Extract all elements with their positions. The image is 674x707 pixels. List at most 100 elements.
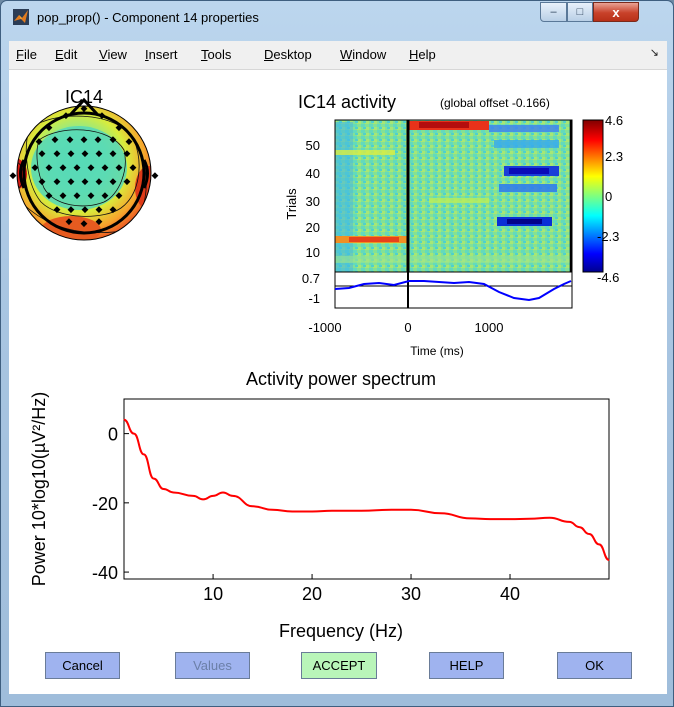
trial-tick-50: 50 [306,138,320,153]
spectrum-point [252,505,254,507]
svg-text:◆: ◆ [95,134,102,144]
spectrum-point [410,509,412,511]
svg-text:◆: ◆ [46,162,53,172]
spectrum-point [133,433,135,435]
colorbar-tick-minus-2-3: -2.3 [597,229,619,244]
time-tick-1000: 1000 [475,320,504,335]
figure-canvas: IC14 [9,70,667,694]
svg-text:◆: ◆ [81,218,88,228]
trial-tick-20: 20 [306,220,320,235]
svg-text:◆: ◆ [116,190,123,200]
svg-text:◆: ◆ [102,190,109,200]
help-button[interactable]: HELP [429,652,504,679]
scalp-topomap: ◆◆ ◆ ◆ ◆ ◆ ◆ ◆ ◆ ◆ ◆ ◆ ◆ ◆ ◆ ◆ ◆ ◆ ◆ ◆ ◆ ◆ ◆ ◆ ◆ ◆ ◆ ◆ ◆ ◆ ◆ ◆ ◆ ◆… [10,97,159,241]
svg-text:◆: ◆ [96,204,103,214]
spectrum-point [271,509,273,511]
topomap-title: IC14 [65,87,103,107]
erp-tick-bottom: -1 [308,291,320,306]
svg-text:◆: ◆ [68,176,75,186]
svg-text:◆: ◆ [39,176,46,186]
svg-text:◆: ◆ [99,110,106,120]
svg-text:◆: ◆ [68,148,75,158]
time-tick-0: 0 [404,320,411,335]
close-button[interactable]: x [593,2,639,22]
svg-text:◆: ◆ [68,204,75,214]
spectrum-point [232,495,234,497]
svg-text:◆: ◆ [46,122,53,132]
menu-window[interactable]: Window [340,47,387,62]
menu-help[interactable]: Help [409,47,436,62]
spectrum-xtick-label: 40 [500,584,520,604]
svg-text:◆: ◆ [74,190,81,200]
trial-tick-10: 10 [306,245,320,260]
svg-text:◆: ◆ [67,134,74,144]
erpimage-xlabel: Time (ms) [410,344,464,358]
menu-tools[interactable]: Tools [201,47,232,62]
erp-image-plot [334,119,573,273]
svg-text:◆: ◆ [96,176,103,186]
spectrum-point [212,495,214,497]
svg-text:◆: ◆ [88,162,95,172]
spectrum-point [192,495,194,497]
svg-text:◆: ◆ [60,190,67,200]
svg-text:◆: ◆ [52,134,59,144]
spectrum-point [143,453,145,455]
svg-text:◆: ◆ [110,148,117,158]
trial-tick-30: 30 [306,194,320,209]
spectrum-point [598,543,600,545]
svg-text:◆: ◆ [124,176,131,186]
maximize-button[interactable]: □ [567,2,593,22]
accept-button[interactable]: ACCEPT [301,652,377,679]
spectrum-ytick-label: -40 [92,563,118,583]
menu-insert[interactable]: Insert [145,47,178,62]
spectrum-point [529,518,531,520]
menu-view[interactable]: View [99,47,127,62]
svg-text:◆: ◆ [116,162,123,172]
dock-icon[interactable]: ↘ [649,47,659,59]
title-bar[interactable]: pop_prop() - Component 14 properties – □… [1,1,673,37]
values-button[interactable]: Values [175,652,250,679]
spectrum-title: Activity power spectrum [246,369,436,389]
svg-text:◆: ◆ [124,148,131,158]
spectrum-point [291,511,293,512]
svg-text:◆: ◆ [54,176,61,186]
spectrum-point [578,526,580,528]
erpimage-ylabel: Trials [284,188,299,220]
svg-text:◆: ◆ [152,170,159,180]
spectrum-point [549,517,551,519]
spectrum-line [123,418,610,561]
ok-button[interactable]: OK [557,652,632,679]
menu-file[interactable]: File [16,47,37,62]
spectrum-point [172,491,174,493]
spectrum-xtick-label: 30 [401,584,421,604]
erpimage-subtitle: (global offset -0.166) [440,96,550,110]
cancel-button[interactable]: Cancel [45,652,120,679]
minimize-button[interactable]: – [540,2,567,22]
spectrum-point [153,478,155,480]
spectrum-ylabel: Power 10*log10(µV²/Hz) [29,392,49,586]
svg-text:◆: ◆ [46,190,53,200]
matlab-icon [13,9,29,25]
svg-text:◆: ◆ [96,148,103,158]
colorbar-tick-0: 0 [605,189,612,204]
menu-desktop[interactable]: Desktop [264,47,312,62]
trial-tick-40: 40 [306,166,320,181]
svg-text:◆: ◆ [74,162,81,172]
colorbar [582,119,604,273]
spectrum-point [440,512,442,514]
spectrum-point [608,559,610,561]
svg-text:◆: ◆ [81,134,88,144]
svg-text:◆: ◆ [66,216,73,226]
colorbar-tick-max: 4.6 [605,113,623,128]
spectrum-point [489,518,491,520]
menu-edit[interactable]: Edit [55,47,78,62]
spectrum-ytick-label: -20 [92,494,118,514]
spectrum-xtick-label: 10 [203,584,223,604]
svg-text:◆: ◆ [130,162,137,172]
erp-trace-plot [334,271,573,309]
erpimage-title: IC14 activity [298,92,396,112]
svg-text:◆: ◆ [88,190,95,200]
svg-text:◆: ◆ [110,134,117,144]
spectrum-ytick-label: 0 [108,425,118,445]
